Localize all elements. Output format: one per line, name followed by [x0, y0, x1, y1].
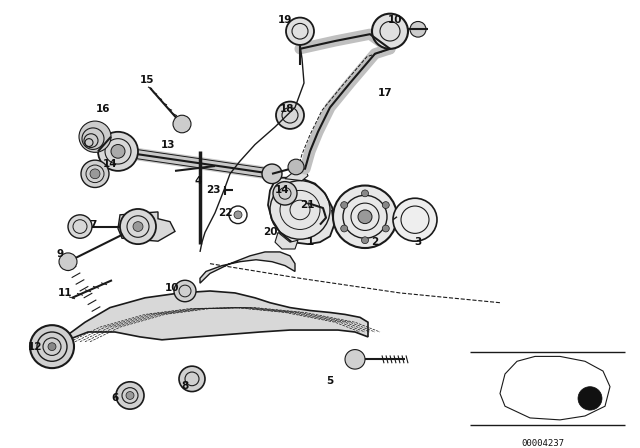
- Circle shape: [48, 343, 56, 350]
- Circle shape: [262, 164, 282, 184]
- Text: 21: 21: [300, 200, 314, 210]
- Polygon shape: [268, 178, 335, 244]
- Circle shape: [30, 325, 74, 368]
- Circle shape: [133, 222, 143, 232]
- Text: 14: 14: [102, 159, 117, 169]
- Text: 22: 22: [218, 208, 232, 218]
- Text: 3: 3: [414, 237, 422, 247]
- Text: 7: 7: [90, 220, 97, 229]
- Text: 11: 11: [58, 288, 72, 298]
- Circle shape: [120, 209, 156, 244]
- Text: 20: 20: [263, 228, 277, 237]
- Polygon shape: [118, 212, 175, 241]
- Text: 12: 12: [28, 342, 42, 352]
- Circle shape: [111, 145, 125, 158]
- Circle shape: [59, 253, 77, 271]
- Circle shape: [362, 190, 369, 197]
- Text: 15: 15: [140, 75, 154, 85]
- Circle shape: [174, 280, 196, 302]
- Circle shape: [84, 134, 98, 147]
- Text: 00004237: 00004237: [521, 439, 564, 448]
- Text: 14: 14: [275, 185, 289, 195]
- Circle shape: [273, 181, 297, 205]
- Polygon shape: [500, 357, 610, 420]
- Text: 13: 13: [161, 139, 175, 150]
- Circle shape: [288, 159, 304, 175]
- Polygon shape: [200, 252, 295, 283]
- Text: 2: 2: [371, 237, 379, 247]
- Circle shape: [173, 115, 191, 133]
- Circle shape: [333, 185, 397, 248]
- Circle shape: [234, 211, 242, 219]
- Text: 17: 17: [378, 88, 392, 98]
- Text: 9: 9: [56, 249, 63, 259]
- Circle shape: [340, 225, 348, 232]
- Circle shape: [358, 210, 372, 224]
- Circle shape: [372, 14, 408, 49]
- Text: 16: 16: [96, 104, 110, 114]
- Circle shape: [393, 198, 437, 241]
- Text: 10: 10: [388, 14, 403, 25]
- Circle shape: [98, 132, 138, 171]
- Circle shape: [340, 202, 348, 208]
- Circle shape: [410, 22, 426, 37]
- Circle shape: [126, 392, 134, 399]
- Polygon shape: [285, 169, 308, 181]
- Circle shape: [382, 225, 389, 232]
- Circle shape: [116, 382, 144, 409]
- Circle shape: [81, 160, 109, 187]
- Text: 5: 5: [326, 376, 333, 386]
- Circle shape: [276, 102, 304, 129]
- Circle shape: [362, 237, 369, 244]
- Text: 18: 18: [280, 104, 294, 114]
- Polygon shape: [55, 291, 368, 352]
- Circle shape: [382, 202, 389, 208]
- Text: 6: 6: [111, 393, 118, 403]
- Text: 10: 10: [164, 283, 179, 293]
- Circle shape: [68, 215, 92, 238]
- Text: 8: 8: [181, 381, 189, 391]
- Circle shape: [79, 121, 111, 152]
- Text: 23: 23: [205, 185, 220, 195]
- Text: 19: 19: [278, 14, 292, 25]
- Circle shape: [286, 17, 314, 45]
- Circle shape: [90, 169, 100, 179]
- Text: 4: 4: [195, 176, 202, 185]
- Circle shape: [345, 349, 365, 369]
- Text: 1: 1: [307, 237, 314, 247]
- Circle shape: [179, 366, 205, 392]
- Circle shape: [578, 387, 602, 410]
- Polygon shape: [275, 233, 298, 249]
